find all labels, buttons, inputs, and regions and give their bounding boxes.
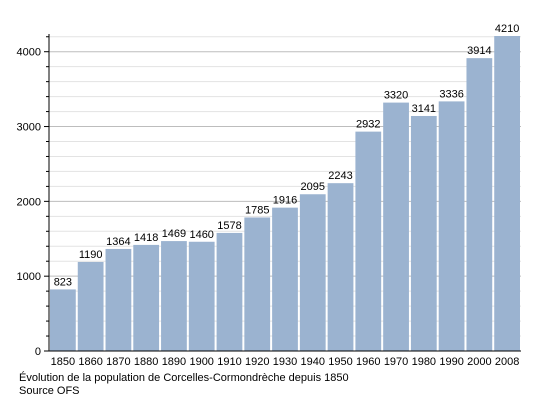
bar-1880	[133, 244, 160, 351]
bar-1900	[188, 241, 215, 351]
bar-1890	[161, 241, 187, 351]
x-tick-label-1850: 1850	[51, 356, 75, 368]
x-tick-label-1960: 1960	[356, 356, 380, 368]
data-label-1980: 3141	[412, 103, 436, 115]
bar-1870	[105, 248, 132, 351]
data-label-1890: 1469	[162, 228, 186, 240]
chart-caption: Évolution de la population de Corcelles-…	[19, 372, 349, 384]
data-label-2008: 4210	[495, 23, 519, 35]
x-tick-label-2008: 2008	[495, 356, 519, 368]
bar-1940	[299, 194, 326, 351]
x-tick-label-1890: 1890	[162, 356, 186, 368]
data-label-1990: 3336	[439, 88, 463, 100]
data-label-1940: 2095	[301, 181, 325, 193]
data-label-1910: 1578	[217, 220, 241, 232]
x-tick-label-2000: 2000	[467, 356, 491, 368]
bar-2008	[494, 36, 520, 351]
data-label-2000: 3914	[467, 45, 491, 57]
bar-1970	[383, 102, 409, 351]
data-label-1960: 2932	[356, 119, 380, 131]
x-tick-label-1930: 1930	[273, 356, 297, 368]
data-label-1930: 1916	[273, 195, 297, 207]
x-tick-label-1970: 1970	[384, 356, 408, 368]
y-tick-label-4000: 4000	[17, 47, 41, 59]
x-tick-label-1980: 1980	[412, 356, 436, 368]
bar-1980	[410, 115, 437, 351]
x-tick-label-1940: 1940	[301, 356, 325, 368]
x-tick-label-1950: 1950	[328, 356, 352, 368]
data-label-1920: 1785	[245, 204, 269, 216]
bar-1860	[77, 261, 104, 351]
chart-source: Source OFS	[19, 385, 80, 397]
x-tick-label-1900: 1900	[189, 356, 213, 368]
x-tick-label-1880: 1880	[134, 356, 158, 368]
bar-1990	[438, 101, 465, 351]
bar-1850	[50, 289, 76, 351]
data-label-1900: 1460	[189, 229, 213, 241]
x-tick-label-1990: 1990	[439, 356, 463, 368]
y-tick-labels: 0 1000 2000 3000 4000	[17, 47, 41, 358]
y-tick-label-0: 0	[35, 346, 41, 358]
y-tick-label-1000: 1000	[17, 271, 41, 283]
x-tick-label-1910: 1910	[217, 356, 241, 368]
y-tick-label-2000: 2000	[17, 196, 41, 208]
data-label-1870: 1364	[106, 236, 130, 248]
data-label-1950: 2243	[328, 170, 352, 182]
bars	[50, 36, 520, 351]
x-tick-label-1920: 1920	[245, 356, 269, 368]
bar-1960	[355, 131, 382, 351]
data-label-1970: 3320	[384, 90, 408, 102]
x-tick-label-1860: 1860	[78, 356, 102, 368]
bar-2000	[466, 58, 493, 351]
data-label-1880: 1418	[134, 232, 158, 244]
bar-1950	[327, 183, 354, 351]
axes	[44, 34, 521, 352]
bar-1920	[244, 217, 271, 351]
x-tick-labels: 1850 1860 1870 1880 1890 1900 1910 1920 1930 1940…	[51, 356, 520, 368]
data-label-1860: 1190	[79, 249, 103, 261]
y-tick-label-3000: 3000	[17, 122, 41, 134]
x-tick-label-1870: 1870	[106, 356, 130, 368]
bar-1910	[216, 232, 243, 351]
bar-1930	[272, 207, 298, 351]
data-label-1850: 823	[54, 276, 72, 288]
